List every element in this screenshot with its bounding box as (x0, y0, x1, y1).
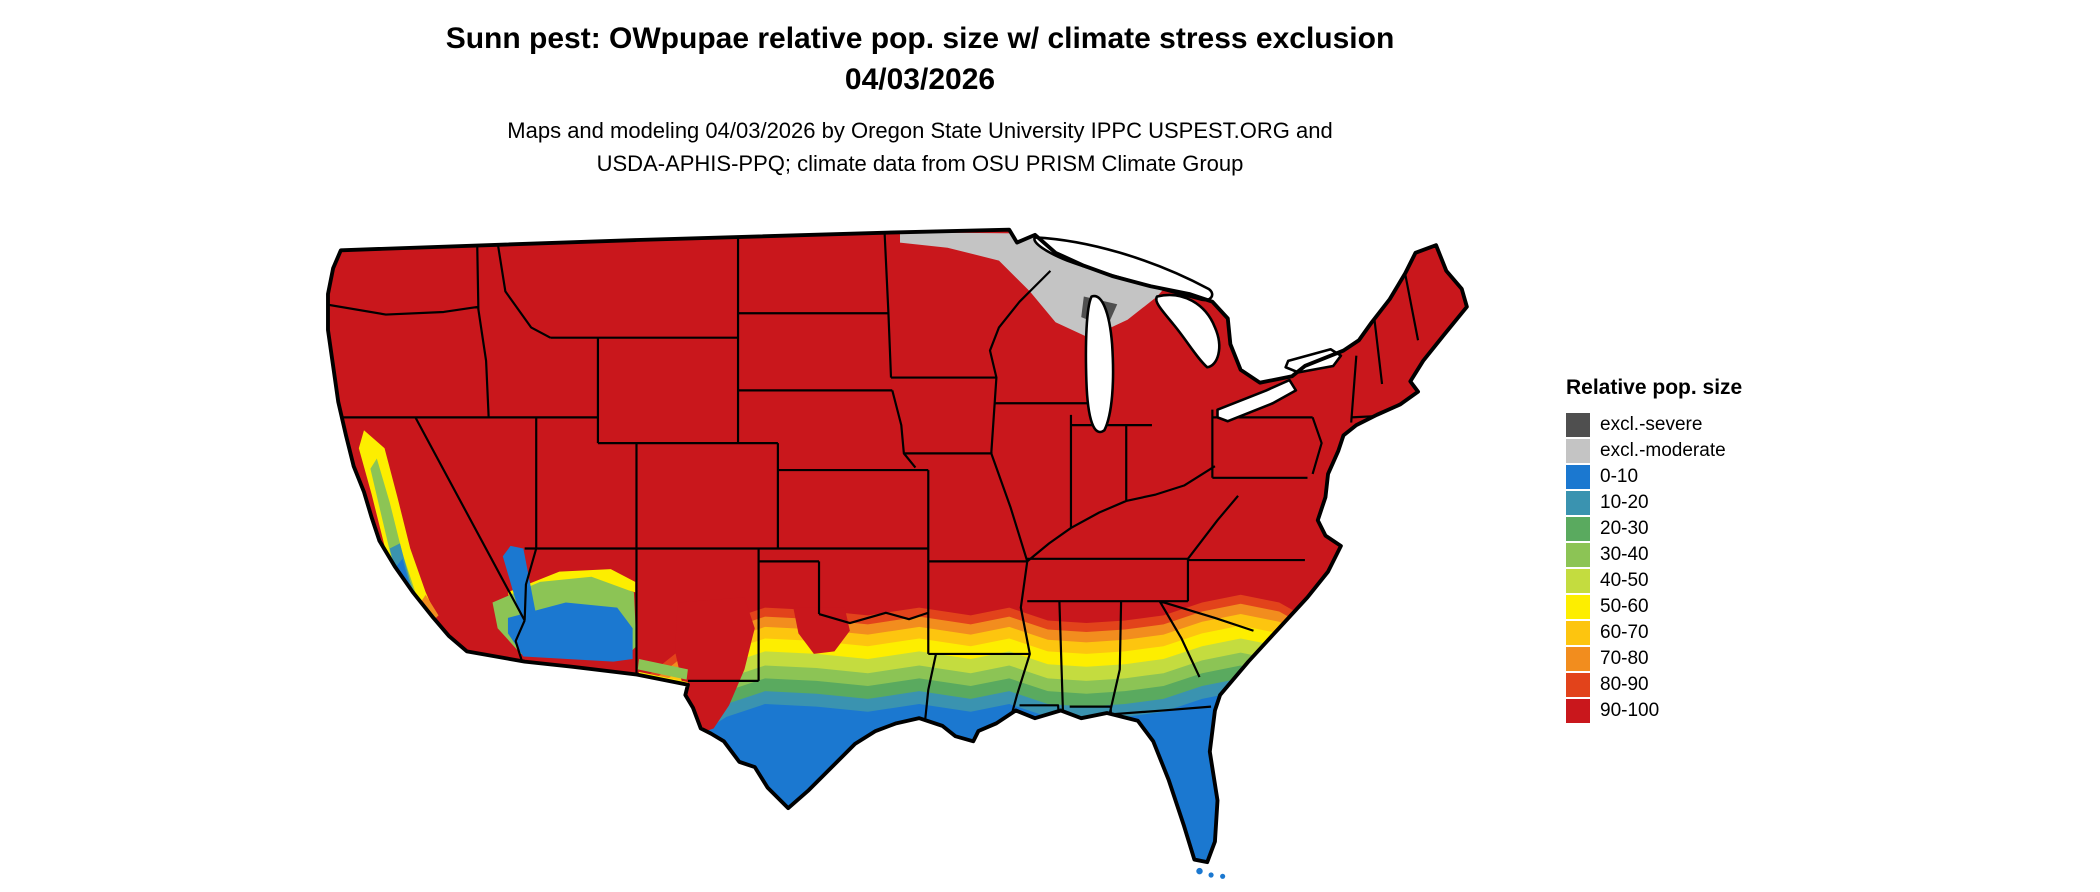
map-legend: Relative pop. size excl.-severe excl.-mod… (1566, 376, 1742, 724)
legend-swatch (1566, 673, 1590, 697)
florida-key-dot (1208, 872, 1214, 878)
legend-swatch (1566, 413, 1590, 437)
region-90-100-base (327, 229, 1467, 863)
legend-title: Relative pop. size (1566, 376, 1743, 399)
legend-row: 30-40 (1566, 542, 1742, 568)
legend-row: 50-60 (1566, 594, 1742, 620)
legend-row: excl.-severe (1566, 412, 1742, 438)
legend-entry-label: 50-60 (1600, 596, 1649, 617)
legend-swatch (1566, 491, 1590, 515)
legend-row: 80-90 (1566, 672, 1742, 698)
legend-row: excl.-moderate (1566, 438, 1742, 464)
legend-swatch (1566, 569, 1590, 593)
legend-entry-label: 10-20 (1600, 492, 1649, 513)
us-map (326, 227, 1469, 879)
legend-swatch (1566, 595, 1590, 619)
page-title: Sunn pest: OWpupae relative pop. size w/… (445, 22, 1395, 55)
subtitle-line-2: USDA-APHIS-PPQ; climate data from OSU PR… (596, 151, 1244, 176)
legend-row: 90-100 (1566, 698, 1742, 724)
legend-swatch (1566, 439, 1590, 463)
us-map-figure (315, 222, 1485, 884)
florida-keys (1196, 867, 1226, 879)
page-title-date: 04/03/2026 (844, 63, 996, 96)
legend-swatch (1566, 647, 1590, 671)
legend-row: 0-10 (1566, 464, 1742, 490)
subtitle-line-1: Maps and modeling 04/03/2026 by Oregon S… (507, 118, 1333, 143)
state-borders (327, 232, 1420, 728)
figure-header: Sunn pest: OWpupae relative pop. size w/… (150, 18, 1690, 180)
legend-swatch (1566, 517, 1590, 541)
region-west-texas-red (675, 597, 755, 734)
legend-entry-label: 40-50 (1600, 570, 1649, 591)
legend-row: 40-50 (1566, 568, 1742, 594)
band-0-10 (641, 691, 1354, 863)
legend-entry-label: 30-40 (1600, 544, 1649, 565)
region-nm-border-green (637, 659, 688, 680)
region-az-blue-core (507, 602, 633, 662)
legend-swatch (1566, 465, 1590, 489)
region-colorado-river-blue (502, 545, 537, 618)
legend-swatch (1566, 699, 1590, 723)
legend-entry-label: 0-10 (1600, 466, 1639, 487)
legend-row: 10-20 (1566, 490, 1742, 516)
lake-huron (1155, 293, 1221, 369)
legend-entry-label: 20-30 (1600, 518, 1649, 539)
legend-entries: excl.-severe excl.-moderate 0-10 10-20 20-30… (1566, 412, 1742, 724)
florida-key-dot (1196, 867, 1203, 875)
legend-entry-label: 70-80 (1600, 648, 1649, 669)
legend-entry-label: excl.-severe (1600, 414, 1703, 435)
legend-row: 60-70 (1566, 620, 1742, 646)
legend-entry-label: 90-100 (1600, 700, 1660, 721)
legend-entry-label: excl.-moderate (1600, 440, 1726, 461)
legend-swatch (1566, 621, 1590, 645)
region-az-yellow-fringe (507, 569, 636, 606)
legend-entry-label: 60-70 (1600, 622, 1649, 643)
lake-erie (1216, 378, 1298, 423)
figure-subtitle: Maps and modeling 04/03/2026 by Oregon S… (150, 114, 1690, 180)
lake-michigan (1084, 294, 1115, 434)
legend-row: 20-30 (1566, 516, 1742, 542)
florida-key-dot (1220, 873, 1226, 879)
legend-entry-label: 80-90 (1600, 674, 1649, 695)
legend-row: 70-80 (1566, 646, 1742, 672)
legend-swatch (1566, 543, 1590, 567)
